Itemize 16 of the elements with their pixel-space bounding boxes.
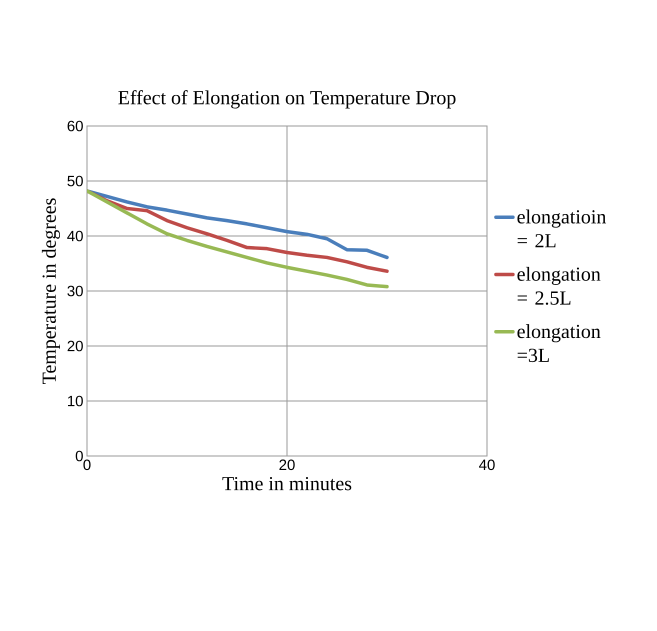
legend-label: elongation = 2.5L <box>517 266 600 305</box>
x-tick-label: 0 <box>83 460 91 470</box>
chart-title: Effect of Elongation on Temperature Drop <box>118 90 456 109</box>
legend-label: elongatioin = 2L <box>517 210 606 248</box>
y-tick-label: 10 <box>68 396 83 406</box>
y-tick-label: 30 <box>67 286 83 296</box>
y-tick-label: 40 <box>67 230 83 242</box>
y-tick-label: 20 <box>68 340 83 352</box>
y-axis-title: Temperature in degrees <box>42 198 60 384</box>
legend-label: elongation =3L <box>517 324 600 362</box>
y-tick-label: 50 <box>67 176 83 186</box>
x-axis-title: Time in minutes <box>222 476 352 490</box>
y-tick-label: 60 <box>68 120 83 132</box>
x-tick-label: 20 <box>279 460 295 470</box>
y-tick-label: 0 <box>76 450 83 462</box>
x-tick-label: 40 <box>479 460 495 470</box>
